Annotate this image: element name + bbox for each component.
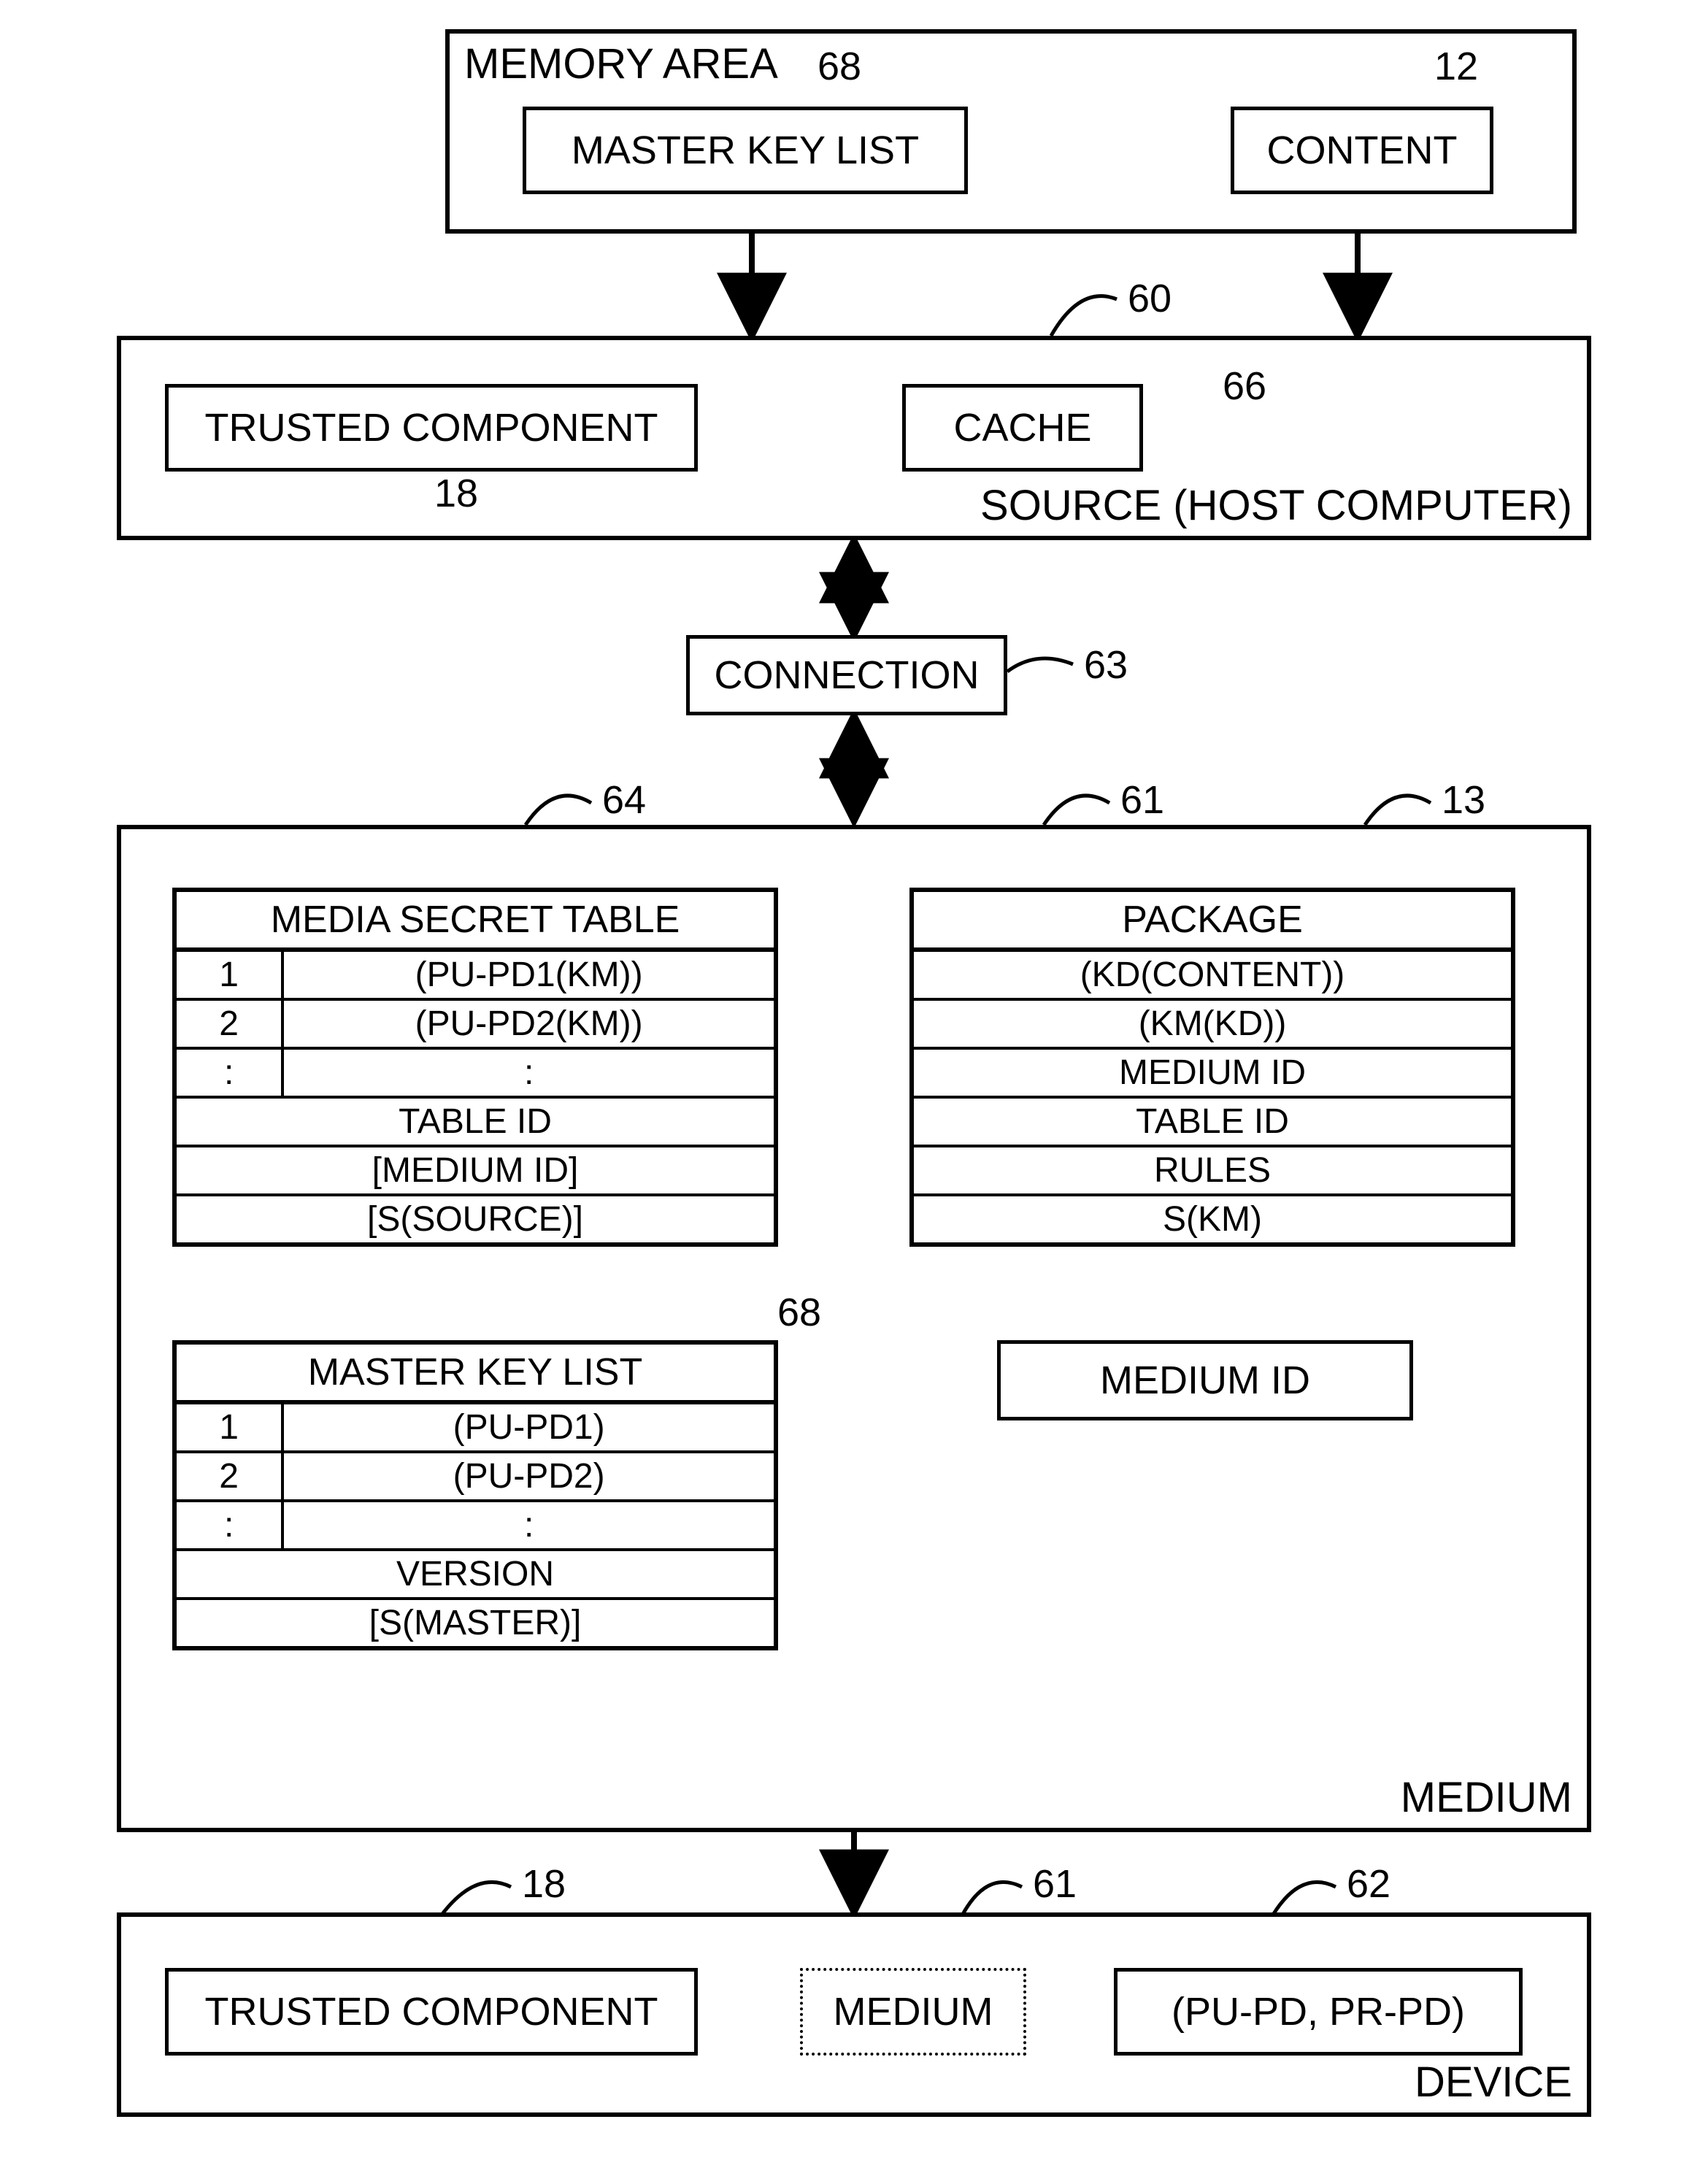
mkl-val-0: (PU-PD1)	[284, 1404, 774, 1450]
table-row: [S(SOURCE)]	[177, 1196, 774, 1242]
trusted-component-device: TRUSTED COMPONENT	[165, 1968, 698, 2056]
connection-label: CONNECTION	[715, 653, 980, 698]
diagram-root: MEMORY AREA MASTER KEY LIST CONTENT 68 1…	[29, 29, 1679, 2128]
table-row: (KD(CONTENT))	[914, 952, 1511, 1001]
ref-66: 66	[1223, 364, 1266, 409]
table-row: (KM(KD))	[914, 1001, 1511, 1050]
table-row: 1 (PU-PD1(KM))	[177, 952, 774, 1001]
device-medium-box: MEDIUM	[800, 1968, 1026, 2056]
master-key-list-label-mem: MASTER KEY LIST	[572, 128, 919, 173]
table-row: VERSION	[177, 1551, 774, 1600]
mkl-idx-0: 1	[177, 1404, 284, 1450]
cache-box: CACHE	[902, 384, 1143, 472]
table-row: RULES	[914, 1147, 1511, 1196]
table-row: 1 (PU-PD1)	[177, 1404, 774, 1453]
ref-61-medium: 61	[1120, 777, 1164, 823]
table-row: [S(MASTER)]	[177, 1600, 774, 1646]
trusted-component-device-label: TRUSTED COMPONENT	[205, 1989, 658, 2034]
keys-box: (PU-PD, PR-PD)	[1114, 1968, 1523, 2056]
ref-12: 12	[1434, 44, 1478, 89]
mkl-idx-2: :	[177, 1502, 284, 1548]
mkl-val-2: :	[284, 1502, 774, 1548]
pkg-1: (KM(KD))	[914, 1001, 1511, 1047]
table-row: TABLE ID	[177, 1099, 774, 1147]
ref-60: 60	[1128, 276, 1172, 321]
ref-68-medium: 68	[777, 1290, 821, 1335]
mkl-val-1: (PU-PD2)	[284, 1453, 774, 1499]
source-title: SOURCE (HOST COMPUTER)	[980, 481, 1572, 530]
master-key-list-table: MASTER KEY LIST 1 (PU-PD1) 2 (PU-PD2) : …	[172, 1340, 778, 1650]
ref-13: 13	[1442, 777, 1485, 823]
media-secret-table-title: MEDIA SECRET TABLE	[177, 892, 774, 952]
table-row: [MEDIUM ID]	[177, 1147, 774, 1196]
device-medium-label: MEDIUM	[834, 1989, 993, 2034]
ref-63: 63	[1084, 642, 1128, 688]
media-secret-table: MEDIA SECRET TABLE 1 (PU-PD1(KM)) 2 (PU-…	[172, 888, 778, 1247]
ref-18-device: 18	[522, 1861, 566, 1907]
table-row: 2 (PU-PD2(KM))	[177, 1001, 774, 1050]
ref-64: 64	[602, 777, 646, 823]
connection-box: CONNECTION	[686, 635, 1007, 715]
mst-full-0: TABLE ID	[177, 1099, 774, 1145]
trusted-component-source: TRUSTED COMPONENT	[165, 384, 698, 472]
mst-val-1: (PU-PD2(KM))	[284, 1001, 774, 1047]
medium-id-box: MEDIUM ID	[997, 1340, 1413, 1420]
mkl-full-0: VERSION	[177, 1551, 774, 1597]
mst-idx-2: :	[177, 1050, 284, 1096]
table-row: : :	[177, 1050, 774, 1099]
ref-61-device: 61	[1033, 1861, 1077, 1907]
mkl-idx-1: 2	[177, 1453, 284, 1499]
content-label: CONTENT	[1267, 128, 1458, 173]
keys-label: (PU-PD, PR-PD)	[1172, 1989, 1465, 2034]
mst-val-2: :	[284, 1050, 774, 1096]
pkg-5: S(KM)	[914, 1196, 1511, 1242]
content-box: CONTENT	[1231, 107, 1493, 194]
mst-idx-1: 2	[177, 1001, 284, 1047]
source-box: TRUSTED COMPONENT CACHE SOURCE (HOST COM…	[117, 336, 1591, 540]
mst-idx-0: 1	[177, 952, 284, 998]
medium-box: MEDIUM MEDIA SECRET TABLE 1 (PU-PD1(KM))…	[117, 825, 1591, 1832]
cache-label: CACHE	[953, 405, 1091, 450]
package-title: PACKAGE	[914, 892, 1511, 952]
table-row: S(KM)	[914, 1196, 1511, 1242]
medium-title: MEDIUM	[1401, 1773, 1572, 1822]
pkg-3: TABLE ID	[914, 1099, 1511, 1145]
table-row: TABLE ID	[914, 1099, 1511, 1147]
memory-area-box: MEMORY AREA MASTER KEY LIST CONTENT	[445, 29, 1577, 234]
trusted-component-source-label: TRUSTED COMPONENT	[205, 405, 658, 450]
mst-full-1: [MEDIUM ID]	[177, 1147, 774, 1193]
ref-68-mem: 68	[818, 44, 861, 89]
mst-full-2: [S(SOURCE)]	[177, 1196, 774, 1242]
pkg-4: RULES	[914, 1147, 1511, 1193]
mkl-full-1: [S(MASTER)]	[177, 1600, 774, 1646]
table-row: MEDIUM ID	[914, 1050, 1511, 1099]
device-title: DEVICE	[1415, 2058, 1572, 2107]
master-key-list-box-mem: MASTER KEY LIST	[523, 107, 968, 194]
device-box: TRUSTED COMPONENT MEDIUM (PU-PD, PR-PD) …	[117, 1912, 1591, 2117]
pkg-0: (KD(CONTENT))	[914, 952, 1511, 998]
pkg-2: MEDIUM ID	[914, 1050, 1511, 1096]
ref-62: 62	[1347, 1861, 1390, 1907]
mst-val-0: (PU-PD1(KM))	[284, 952, 774, 998]
table-row: : :	[177, 1502, 774, 1551]
memory-area-title: MEMORY AREA	[464, 39, 778, 88]
master-key-list-title: MASTER KEY LIST	[177, 1345, 774, 1404]
table-row: 2 (PU-PD2)	[177, 1453, 774, 1502]
medium-id-label: MEDIUM ID	[1100, 1358, 1310, 1403]
ref-18-source: 18	[434, 471, 478, 516]
package-table: PACKAGE (KD(CONTENT)) (KM(KD)) MEDIUM ID…	[909, 888, 1515, 1247]
